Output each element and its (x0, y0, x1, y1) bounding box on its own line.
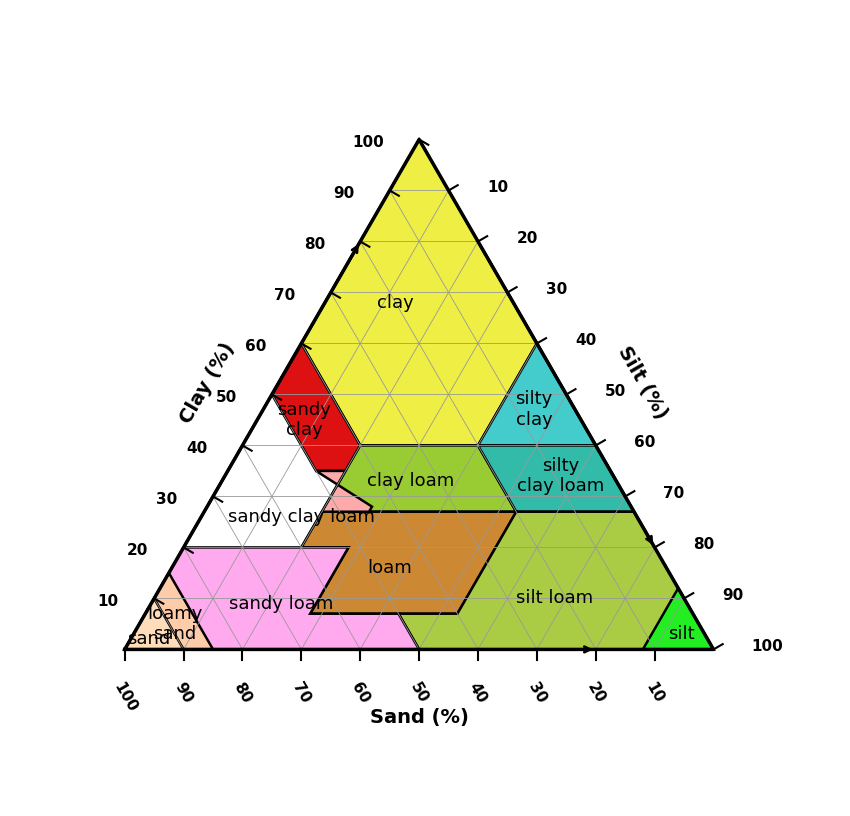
Text: 90: 90 (333, 186, 354, 201)
Text: 60: 60 (245, 339, 266, 354)
Text: silty
clay: silty clay (515, 390, 552, 429)
Text: loam: loam (367, 559, 412, 577)
Text: 30: 30 (546, 282, 567, 297)
Polygon shape (643, 588, 713, 650)
Text: loamy
sand: loamy sand (147, 605, 202, 643)
Polygon shape (302, 140, 537, 446)
Text: 30: 30 (525, 680, 549, 706)
Polygon shape (272, 344, 360, 471)
Text: 20: 20 (584, 680, 608, 706)
Text: 10: 10 (643, 680, 666, 706)
Text: 20: 20 (127, 543, 148, 558)
Text: 30: 30 (156, 492, 178, 507)
Polygon shape (302, 471, 372, 548)
Text: 70: 70 (290, 680, 313, 706)
Polygon shape (399, 512, 713, 650)
Text: 80: 80 (303, 237, 325, 252)
Text: 50: 50 (604, 384, 626, 399)
Text: 100: 100 (751, 639, 784, 654)
Text: sandy clay loam: sandy clay loam (228, 508, 375, 526)
Text: 70: 70 (275, 288, 296, 303)
Text: Silt (%): Silt (%) (615, 343, 672, 423)
Text: sandy loam: sandy loam (229, 595, 333, 613)
Polygon shape (478, 446, 634, 512)
Text: 20: 20 (516, 231, 538, 246)
Text: 90: 90 (172, 680, 196, 706)
Text: 50: 50 (215, 390, 236, 405)
Text: 40: 40 (186, 441, 207, 456)
Text: 90: 90 (722, 588, 744, 603)
Text: 100: 100 (352, 135, 384, 150)
Text: 60: 60 (348, 680, 372, 706)
Text: 60: 60 (634, 435, 655, 450)
Polygon shape (478, 344, 596, 446)
Polygon shape (125, 573, 213, 650)
Text: 80: 80 (693, 537, 714, 552)
Text: clay loam: clay loam (366, 472, 454, 490)
Text: 10: 10 (98, 594, 119, 609)
Text: 100: 100 (110, 680, 139, 715)
Text: 50: 50 (407, 680, 431, 706)
Text: Sand (%): Sand (%) (370, 708, 468, 727)
Polygon shape (125, 548, 419, 650)
Text: Clay (%): Clay (%) (176, 339, 238, 427)
Text: 10: 10 (487, 180, 508, 195)
Polygon shape (302, 512, 516, 614)
Text: 70: 70 (664, 486, 685, 501)
Text: 80: 80 (230, 680, 254, 706)
Text: clay: clay (377, 294, 414, 312)
Text: silt loam: silt loam (516, 589, 593, 607)
Text: sandy
clay: sandy clay (277, 401, 332, 439)
Text: silty
clay loam: silty clay loam (517, 457, 604, 495)
Text: sand: sand (127, 630, 170, 648)
Polygon shape (125, 598, 184, 650)
Text: 40: 40 (575, 333, 597, 348)
Polygon shape (322, 446, 516, 512)
Text: 40: 40 (466, 680, 490, 706)
Text: silt: silt (668, 625, 694, 643)
